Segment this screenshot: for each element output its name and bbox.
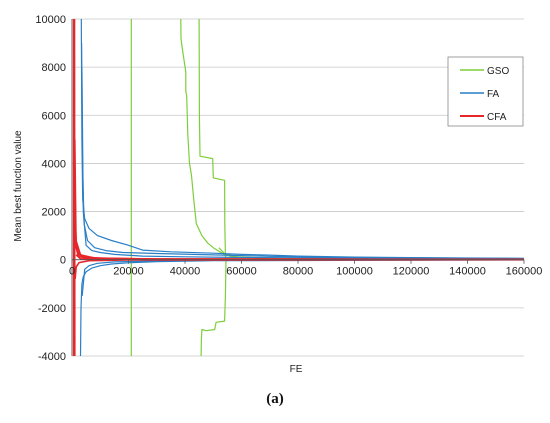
y-tick-label: 6000 <box>42 110 66 122</box>
series-cfa-line <box>74 187 525 261</box>
x-tick-label: 40000 <box>170 266 201 278</box>
legend-box <box>447 56 524 127</box>
x-tick-label: 140000 <box>449 266 486 278</box>
y-tick-label: 2000 <box>42 207 66 219</box>
y-tick-labels: -4000 -2000 0 2000 4000 6000 8000 10000 <box>35 14 66 363</box>
series-fa-line <box>80 18 525 259</box>
x-tick-label: 80000 <box>283 266 314 278</box>
legend: GSO FA CFA <box>447 56 524 127</box>
series-fa-line <box>81 67 525 260</box>
x-tick-label: 0 <box>69 266 75 278</box>
series-cfa-line <box>74 223 525 261</box>
legend-label-gso: GSO <box>487 66 509 77</box>
legend-label-cfa: CFA <box>487 112 507 123</box>
y-tick-label: 10000 <box>35 14 66 26</box>
x-tick-labels: 0 20000 40000 60000 80000 100000 120000 140000 1… <box>69 259 543 278</box>
series-cfa-line <box>74 139 525 261</box>
y-tick-label: 0 <box>60 255 66 267</box>
x-tick-label: 20000 <box>113 266 144 278</box>
figure-caption: (a) <box>266 391 284 407</box>
x-tick-label: 120000 <box>393 266 430 278</box>
y-axis-title: Mean best function value <box>13 130 24 242</box>
x-axis-title: FE <box>290 364 303 375</box>
x-tick-label: 60000 <box>226 266 257 278</box>
x-tick-label: 100000 <box>336 266 373 278</box>
series-gso-line <box>198 18 227 357</box>
y-tick-label: 4000 <box>42 158 66 170</box>
y-tick-label: 8000 <box>42 62 66 74</box>
y-tick-label: -4000 <box>38 351 66 363</box>
series-gso-line <box>180 18 525 260</box>
series-fa-line <box>79 259 525 357</box>
y-tick-label: -2000 <box>38 303 66 315</box>
legend-label-fa: FA <box>487 89 500 100</box>
x-tick-label: 160000 <box>506 266 543 278</box>
